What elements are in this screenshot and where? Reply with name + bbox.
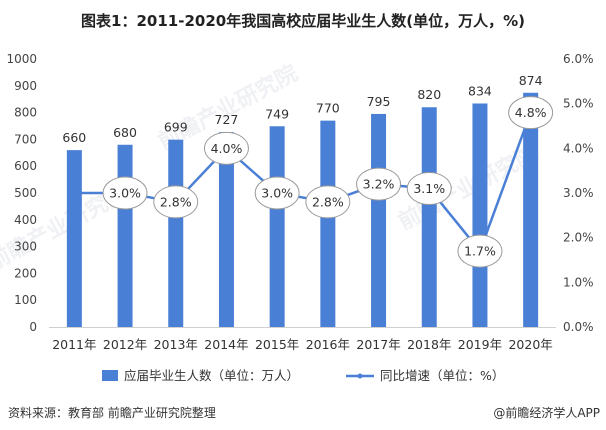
line-value-bubble [254,176,300,210]
y-left-tick-label: 0 [29,320,37,334]
bar [117,144,133,327]
x-tick-label: 2020年 [508,337,552,352]
line-value-label: 3.1% [413,181,445,196]
bar-value-label: 820 [417,87,441,102]
bar-value-label: 834 [468,83,492,98]
line-value-bubble [153,185,199,219]
line-point [72,191,77,195]
y-left-tick-label: 500 [14,186,37,200]
line-value-label: 2.8% [312,194,344,209]
y-left-tick-label: 300 [14,240,37,254]
bar [421,107,437,328]
line-value-bubble [203,131,249,165]
y-right-tick-label: 5.0% [563,97,594,111]
bar [371,113,387,327]
legend-line-label: 同比增速（单位：%） [380,368,504,383]
x-tick-label: 2016年 [306,337,350,352]
source-note: 资料来源：教育部 前瞻产业研究院整理 [8,406,216,420]
chart-title: 图表1：2011-2020年我国高校应届毕业生人数(单位，万人，%) [81,12,525,30]
y-right-tick-label: 0.0% [563,320,594,334]
line-value-label: 1.7% [464,244,496,259]
x-tick-label: 2011年 [52,337,96,352]
line-value-bubble [356,167,402,201]
growth-line [74,112,532,253]
bar [168,139,184,327]
bar [66,150,82,327]
brand-label: @前瞻经济学人APP [493,406,600,420]
bar-value-label: 727 [215,112,239,127]
bar-value-label: 699 [164,120,188,135]
y-right-tick-label: 3.0% [563,186,594,200]
line-value-bubble [102,176,148,210]
x-tick-label: 2013年 [154,337,198,352]
bar-value-label: 874 [519,73,543,88]
line-value-label: 4.8% [515,105,547,120]
bar [218,132,234,327]
x-tick-label: 2018年 [407,337,451,352]
y-right-tick-label: 2.0% [563,231,594,245]
legend-bar-label: 应届毕业生人数（单位：万人） [124,368,299,383]
x-tick-label: 2019年 [458,337,502,352]
line-value-label: 3.0% [261,186,293,201]
y-right-tick-label: 4.0% [563,141,594,155]
bar-value-label: 749 [265,106,289,121]
line-value-bubble [406,172,452,206]
y-left-tick-label: 800 [14,106,37,120]
y-left-tick-label: 600 [14,159,37,173]
x-tick-label: 2017年 [356,337,400,352]
y-left-tick-label: 700 [14,132,37,146]
line-value-label: 4.0% [211,141,243,156]
y-left-tick-label: 400 [14,213,37,227]
bar [472,103,488,327]
line-value-label: 3.0% [109,186,141,201]
line-value-bubble [457,234,503,268]
line-value-label: 3.2% [363,177,395,192]
y-left-tick-label: 1000 [6,52,37,66]
x-tick-label: 2012年 [103,337,147,352]
y-right-tick-label: 1.0% [563,275,594,289]
line-value-bubble [305,185,351,219]
y-left-tick-label: 900 [14,79,37,93]
legend-line-marker [357,373,363,379]
bar [523,92,539,327]
y-left-tick-label: 200 [14,266,37,280]
legend-bar-swatch [102,370,118,381]
line-value-bubble [508,96,554,130]
bar-value-label: 660 [62,130,86,145]
bar-value-label: 770 [316,101,340,116]
y-left-tick-label: 100 [14,293,37,307]
x-tick-label: 2014年 [204,337,248,352]
bar-value-label: 795 [367,94,391,109]
x-tick-label: 2015年 [255,337,299,352]
bar [320,120,336,327]
bar [269,126,285,327]
bar-value-label: 680 [113,125,137,140]
line-value-label: 2.8% [160,194,192,209]
y-right-tick-label: 6.0% [563,52,594,66]
